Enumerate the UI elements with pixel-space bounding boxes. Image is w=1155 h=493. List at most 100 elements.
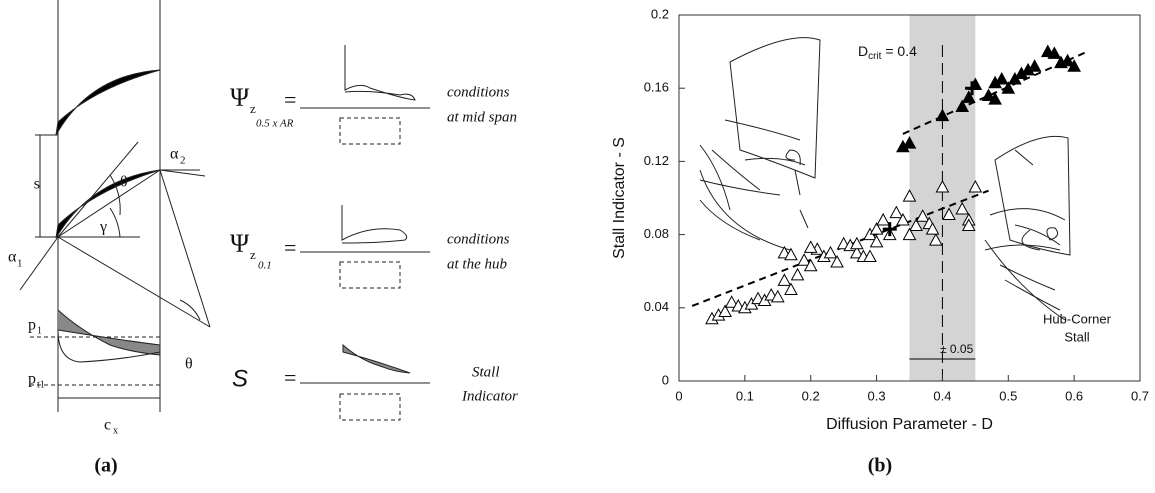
symbol: 1	[37, 325, 42, 336]
symbol: α	[170, 146, 179, 163]
data-point	[988, 92, 1002, 105]
data-point	[803, 258, 818, 272]
data-point	[823, 245, 838, 259]
eq-caption: conditions	[447, 84, 510, 100]
data-point	[896, 212, 910, 226]
data-point	[961, 218, 976, 231]
eq-caption: at mid span	[447, 109, 517, 125]
x-tick-label: 0.5	[999, 388, 1017, 403]
y-tick-label: 0.08	[644, 226, 669, 241]
panel-a-equations: Ψ z 0.5 x AR = conditions at mid span Ψ …	[230, 83, 518, 404]
data-point	[994, 72, 1009, 85]
symbol: c	[104, 417, 111, 434]
eq-caption: conditions	[447, 231, 510, 247]
symbol: p	[28, 317, 36, 334]
symbol: 1	[17, 258, 23, 270]
symbol: γ	[99, 219, 107, 236]
scatter-plot: 0 0.1 0.2 0.3 0.4 0.5 0.6 0.7 0 0.04 0.08 0.12 0.16 0…	[611, 6, 1149, 433]
data-point	[784, 247, 798, 261]
panel-label: (a)	[94, 455, 117, 477]
sketch-line	[729, 37, 821, 179]
crit-label-part: = 0.4	[881, 43, 917, 59]
data-point	[849, 245, 864, 259]
x-tick-label: 0.4	[933, 388, 951, 403]
cascade-sketch	[19, 0, 211, 412]
crit-label-part: crit	[868, 51, 882, 62]
data-point	[724, 295, 739, 308]
data-point	[777, 273, 792, 286]
panel-label: (b)	[868, 455, 892, 477]
crit-label-part: D	[858, 43, 868, 59]
y-tick-label: 0.2	[651, 6, 669, 21]
data-point	[902, 136, 917, 149]
sketch-line	[699, 169, 791, 251]
data-point	[942, 207, 956, 220]
data-point	[902, 189, 917, 202]
data-point	[869, 222, 884, 235]
band-label: ± 0.05	[940, 342, 974, 356]
data-point	[803, 240, 818, 253]
annotation: Stall	[1064, 329, 1089, 344]
annotation: Hub-Corner	[1043, 311, 1112, 326]
sketch-line	[799, 209, 809, 229]
eq-caption: at the hub	[447, 256, 507, 272]
data-point	[981, 88, 996, 102]
data-point	[1054, 55, 1068, 69]
x-axis-label: Diffusion Parameter - D	[826, 416, 993, 433]
x-tick-label: 0	[675, 388, 682, 403]
sketch-line	[699, 119, 806, 241]
data-point	[770, 289, 785, 303]
plot-frame	[678, 14, 1141, 382]
data-point	[915, 209, 930, 222]
x-tick-label: 0.7	[1131, 388, 1149, 403]
data-point	[718, 304, 732, 317]
symbol: α	[8, 249, 17, 266]
data-point	[1001, 81, 1016, 94]
data-point	[784, 282, 798, 295]
sketch-line	[994, 135, 1071, 256]
data-point	[889, 205, 904, 219]
data-point	[935, 108, 950, 122]
x-tick-label: 0.1	[736, 388, 754, 403]
data-point	[935, 179, 950, 193]
data-point	[1027, 59, 1042, 72]
data-point	[955, 99, 970, 112]
eq-sub: z	[250, 247, 256, 262]
y-tick-label: 0.04	[644, 299, 669, 314]
profile-sketches	[300, 45, 430, 421]
x-tick-label: 0.2	[802, 388, 820, 403]
data-point	[869, 234, 884, 248]
data-point	[955, 201, 970, 215]
data-point	[797, 253, 811, 266]
sketch-line	[984, 239, 1066, 321]
y-tick-label: 0	[662, 372, 669, 387]
eq-caption: Stall	[472, 364, 500, 380]
symbol: 2	[180, 155, 186, 167]
symbol: s	[34, 176, 40, 193]
data-point	[902, 227, 917, 241]
y-tick-label: 0.12	[644, 153, 669, 168]
data-point	[929, 233, 943, 246]
x-tick-label: 0.3	[868, 388, 886, 403]
data-point	[961, 90, 976, 103]
data-point	[965, 81, 980, 96]
data-point	[830, 255, 844, 268]
blade-sketch	[699, 37, 1071, 321]
eq-subsub: 0.1	[258, 260, 272, 272]
symbol: θ	[185, 356, 193, 373]
data-point	[1067, 59, 1081, 72]
data-point	[968, 179, 983, 193]
data-point	[1047, 46, 1062, 59]
data-point	[876, 212, 890, 226]
data-point	[863, 249, 877, 263]
eq-subsub: 0.5 x AR	[256, 118, 294, 130]
eq-lhs: S	[232, 365, 248, 392]
eq-sign: =	[284, 87, 296, 112]
eq-sub: z	[250, 101, 256, 116]
symbol: x	[113, 425, 118, 436]
crit-label: Dcrit = 0.4	[858, 43, 917, 62]
eq-lhs: Ψ	[230, 229, 250, 258]
eq-caption: Indicator	[461, 388, 518, 404]
symbol: t1	[37, 379, 45, 390]
